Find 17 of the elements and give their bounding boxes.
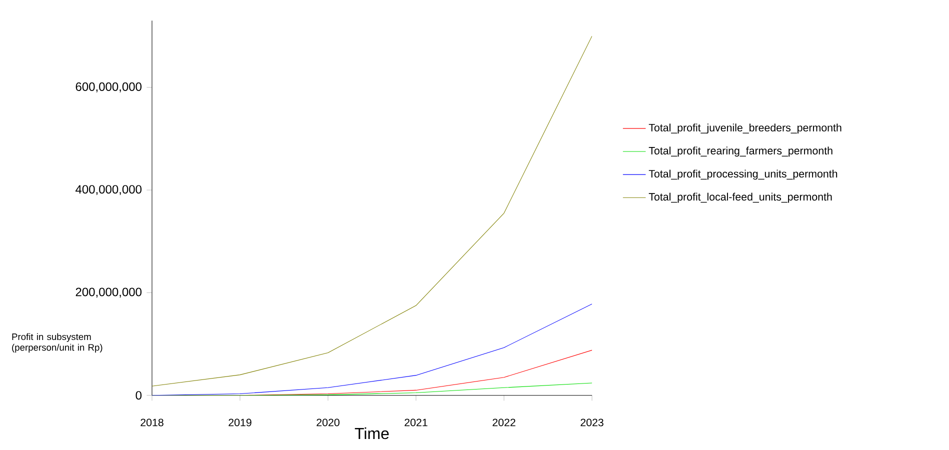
legend-label: Total_profit_processing_units_permonth: [648, 170, 838, 180]
y-axis-title: Profit in subsystem (perperson/unit in Rp): [12, 333, 102, 353]
x-tick-label: 2021: [404, 418, 428, 426]
x-tick-label: 2018: [140, 418, 164, 426]
line-series: [152, 36, 592, 386]
legend-label: Total_profit_juvenile_breeders_permonth: [648, 124, 842, 134]
x-tick-label: 2022: [492, 418, 516, 426]
legend-label: Total_profit_rearing_farmers_permonth: [648, 146, 832, 157]
y-tick-label: 0: [136, 391, 142, 400]
y-tick-label: 200,000,000: [76, 288, 142, 298]
legend-label: Total_profit_local-feed_units_permonth: [648, 192, 832, 203]
y-tick-label: 400,000,000: [76, 185, 142, 195]
x-tick-label: 2019: [228, 418, 252, 426]
x-tick-label: 2020: [316, 418, 340, 426]
x-tick-label: 2023: [580, 418, 604, 426]
y-tick-label: 600,000,000: [76, 82, 142, 92]
x-axis-title: Time: [354, 427, 389, 440]
